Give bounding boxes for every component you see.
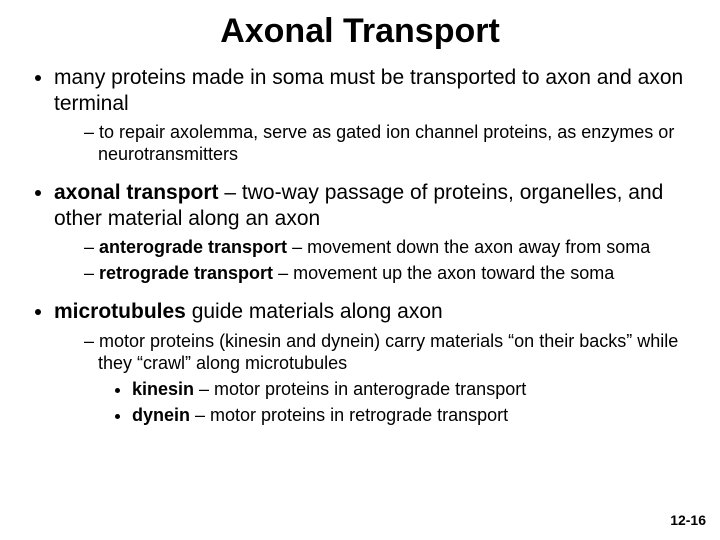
bullet-2-sub-2: retrograde transport – movement up the a… [84, 263, 692, 285]
page-number: 12-16 [670, 512, 706, 528]
bullet-3-sublist: motor proteins (kinesin and dynein) carr… [54, 331, 692, 427]
bullet-3: microtubules guide materials along axon … [54, 299, 692, 426]
bullet-1-sub-1: to repair axolemma, serve as gated ion c… [84, 122, 692, 166]
bullet-1: many proteins made in soma must be trans… [54, 65, 692, 166]
bullet-1-sublist: to repair axolemma, serve as gated ion c… [54, 122, 692, 166]
bullet-3-sub-1-sublist: kinesin – motor proteins in anterograde … [98, 379, 692, 427]
bullet-1-text: many proteins made in soma must be trans… [54, 66, 683, 115]
slide-title: Axonal Transport [28, 12, 692, 51]
bullet-3-sub-1a: kinesin – motor proteins in anterograde … [132, 379, 692, 401]
bullet-2-sub-1: anterograde transport – movement down th… [84, 237, 692, 259]
bullet-2-sub-1-term: anterograde transport [99, 237, 287, 257]
bullet-3-rest: guide materials along axon [186, 300, 443, 323]
bullet-2-sub-2-term: retrograde transport [99, 263, 273, 283]
bullet-3-term: microtubules [54, 300, 186, 323]
bullet-3-sub-1b-term: dynein [132, 405, 190, 425]
bullet-3-sub-1a-term: kinesin [132, 379, 194, 399]
bullet-1-sub-1-text: to repair axolemma, serve as gated ion c… [98, 122, 674, 164]
bullet-2-sub-1-rest: – movement down the axon away from soma [287, 237, 650, 257]
bullet-3-sub-1b-rest: – motor proteins in retrograde transport [190, 405, 508, 425]
bullet-2-sublist: anterograde transport – movement down th… [54, 237, 692, 285]
bullet-3-sub-1b: dynein – motor proteins in retrograde tr… [132, 405, 692, 427]
slide: Axonal Transport many proteins made in s… [0, 0, 720, 540]
bullet-2-sub-2-rest: – movement up the axon toward the soma [273, 263, 614, 283]
bullet-list: many proteins made in soma must be trans… [28, 65, 692, 427]
bullet-3-sub-1a-rest: – motor proteins in anterograde transpor… [194, 379, 526, 399]
bullet-3-sub-1-text: motor proteins (kinesin and dynein) carr… [98, 331, 678, 373]
bullet-2: axonal transport – two-way passage of pr… [54, 180, 692, 285]
bullet-2-term: axonal transport [54, 181, 219, 204]
bullet-3-sub-1: motor proteins (kinesin and dynein) carr… [84, 331, 692, 427]
